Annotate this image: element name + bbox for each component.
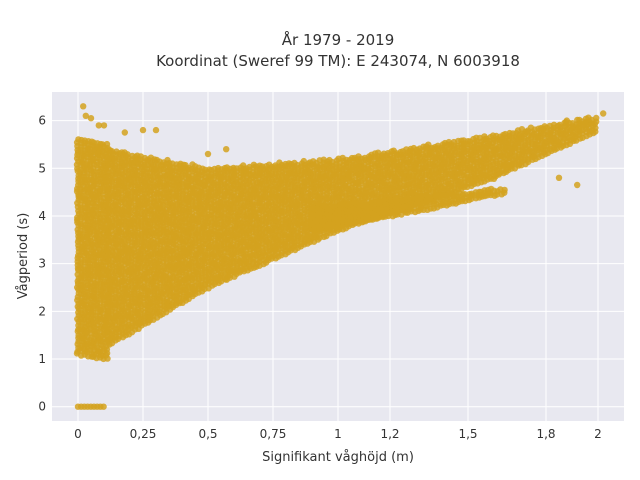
data-point: [103, 140, 111, 148]
data-point: [593, 114, 600, 122]
data-points: [73, 103, 607, 410]
